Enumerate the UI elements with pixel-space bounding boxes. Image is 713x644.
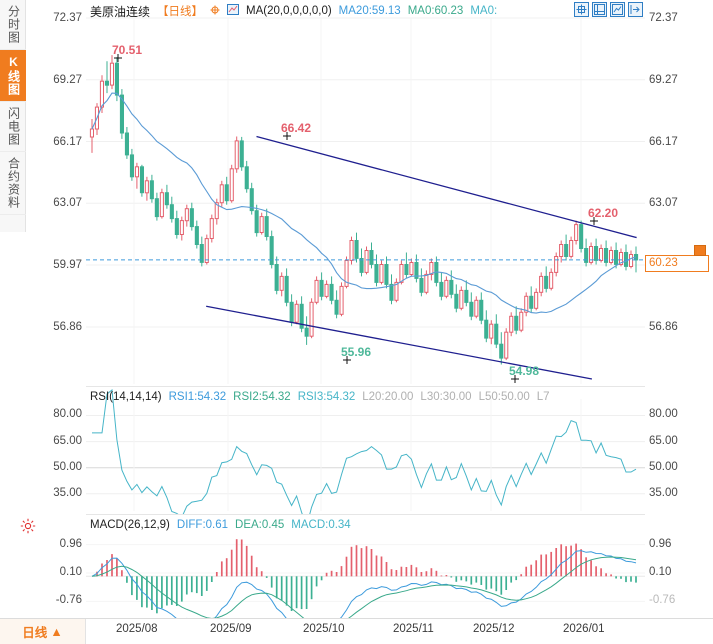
rsi-axis-tick: 65.00 — [53, 434, 82, 447]
swing-high-label: 70.51 — [112, 43, 143, 57]
expand-icon[interactable] — [628, 2, 643, 17]
rsi-l7-value: L7 — [536, 391, 550, 403]
price-axis-left-tick: 66.17 — [53, 135, 82, 148]
macd-axis-left-tick: -0.76 — [55, 594, 82, 607]
rsi3-value: RSI3:54.32 — [297, 391, 356, 403]
macd-chart-panel[interactable] — [86, 514, 645, 619]
date-axis-tick: 2025/12 — [473, 623, 515, 635]
macd-axis-right-tick: -0.76 — [649, 594, 676, 607]
macd-formula-label: MACD(26,12,9) — [90, 519, 170, 531]
macd-diff-value: DIFF:0.61 — [176, 519, 229, 531]
chart-layout-icon[interactable] — [592, 2, 607, 17]
left-sidebar: 分时图 K线图 闪电图 合约资料 — [0, 0, 26, 232]
rsi1-value: RSI1:54.32 — [168, 391, 227, 403]
price-axis-right-tick: 72.37 — [649, 12, 678, 24]
ma0a-value: MA0:60.23 — [407, 5, 464, 17]
date-axis-tick: 2025/11 — [393, 623, 434, 635]
rsi-l30-value: L30:30.00 — [420, 391, 472, 403]
date-axis-tick: 2025/10 — [303, 623, 345, 635]
rsi-l20-value: L20:20.00 — [362, 391, 414, 403]
price-axis-left-tick: 69.27 — [53, 73, 82, 86]
price-axis-right-tick: 69.27 — [649, 73, 678, 86]
rsi-plot — [86, 389, 645, 515]
rsi-chart-panel[interactable] — [86, 386, 645, 515]
macd-axis-right-tick: 0.96 — [649, 537, 672, 550]
rsi2-value: RSI2:54.32 — [233, 391, 291, 403]
date-axis-tick: 2025/08 — [116, 623, 158, 635]
ma-indicator-icon[interactable] — [227, 4, 240, 18]
price-alert-icon[interactable] — [694, 245, 706, 256]
candlestick-plot — [86, 17, 645, 384]
rsi-panel-header: RSI(14,14,14) RSI1:54.32 RSI2:54.32 RSI3… — [88, 388, 648, 406]
price-axis-left-tick: 56.86 — [53, 321, 82, 334]
swing-high-label: 66.42 — [281, 121, 312, 135]
date-axis-tick: 2025/09 — [210, 623, 252, 635]
rsi-axis-tick: 35.00 — [53, 486, 82, 499]
price-axis-right: 72.37 69.27 66.17 63.07 56.86 80.00 65.00 50.00… — [645, 0, 713, 618]
rsi-l50-value: L50:50.00 — [478, 391, 530, 403]
symbol-name: 美原油连续 — [90, 4, 151, 19]
indicator-icon[interactable] — [610, 2, 625, 17]
price-axis-left-tick: 63.07 — [53, 197, 82, 210]
swing-low-label: 54.98 — [509, 364, 540, 378]
rsi-axis-tick: 50.00 — [649, 460, 678, 473]
swing-high-label: 62.20 — [588, 206, 619, 220]
price-panel-header: 美原油连续 【日线】 MA(20,0,0,0,0,0) MA20:59.13 M… — [88, 2, 648, 20]
macd-axis-left-tick: 0.96 — [59, 537, 82, 550]
chart-toolbar — [574, 2, 643, 17]
rsi-axis-tick: 65.00 — [649, 434, 678, 447]
ma20-value: MA20:59.13 — [338, 5, 401, 17]
price-axis-right-tick: 63.07 — [649, 197, 678, 210]
macd-axis-right-tick: 0.10 — [649, 566, 672, 578]
price-axis-left-tick: 72.37 — [53, 12, 82, 24]
rsi-axis-tick: 80.00 — [53, 408, 82, 421]
current-price-tag[interactable]: 60.23 — [645, 255, 709, 272]
sidebar-item-timeshare[interactable]: 分时图 — [0, 0, 26, 50]
crosshair-icon[interactable] — [574, 2, 589, 17]
sidebar-item-kline[interactable]: K线图 — [0, 50, 26, 102]
ma-formula-label: MA(20,0,0,0,0,0) — [246, 5, 332, 17]
period-selector-arrow-icon: ▲ — [50, 624, 63, 639]
settings-sun-icon[interactable] — [20, 518, 36, 534]
macd-plot — [86, 539, 645, 619]
rsi-formula-label: RSI(14,14,14) — [90, 391, 162, 403]
macd-dea-value: DEA:0.45 — [235, 519, 285, 531]
period-selector-button[interactable]: 日线 ▲ — [0, 619, 86, 644]
period-selector-label: 日线 — [22, 626, 48, 640]
price-chart-panel[interactable] — [86, 0, 645, 386]
rsi-axis-tick: 80.00 — [649, 408, 678, 421]
price-axis-right-tick: 66.17 — [649, 135, 678, 148]
macd-panel-header: MACD(26,12,9) DIFF:0.61 DEA:0.45 MACD:0.… — [88, 516, 648, 534]
rsi-axis-tick: 35.00 — [649, 486, 678, 499]
bottom-date-axis: 日线 ▲ 2025/08 2025/09 2025/10 2025/11 2025/12… — [0, 618, 713, 644]
target-icon[interactable] — [210, 5, 220, 18]
macd-value: MACD:0.34 — [291, 519, 351, 531]
swing-low-label: 55.96 — [341, 345, 372, 359]
rsi-axis-tick: 50.00 — [53, 460, 82, 473]
period-label: 【日线】 — [157, 6, 204, 18]
macd-axis-left-tick: 0.10 — [59, 566, 82, 578]
price-axis-right-tick: 56.86 — [649, 321, 678, 334]
date-axis-tick: 2026/01 — [563, 623, 605, 635]
sidebar-item-contract[interactable]: 合约资料 — [0, 152, 26, 215]
price-axis-left-tick: 59.97 — [53, 259, 82, 272]
price-axis-left: 72.37 69.27 66.17 63.07 59.97 56.86 80.00 65.00… — [26, 0, 86, 618]
sidebar-item-lightning[interactable]: 闪电图 — [0, 102, 26, 152]
ma0b-value: MA0: — [470, 5, 498, 17]
